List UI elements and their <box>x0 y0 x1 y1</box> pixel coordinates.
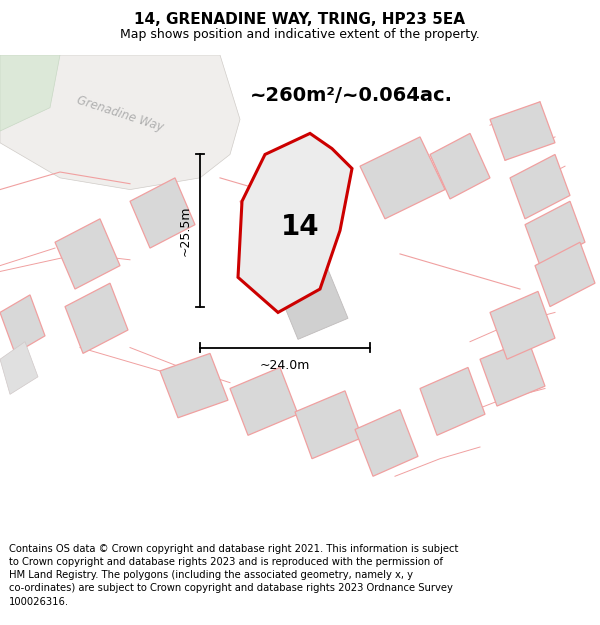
Polygon shape <box>0 295 45 353</box>
Polygon shape <box>275 262 348 339</box>
Polygon shape <box>355 409 418 476</box>
Polygon shape <box>0 55 240 189</box>
Polygon shape <box>295 391 362 459</box>
Text: ~24.0m: ~24.0m <box>260 359 310 372</box>
Text: Contains OS data © Crown copyright and database right 2021. This information is : Contains OS data © Crown copyright and d… <box>9 544 458 606</box>
Polygon shape <box>65 283 128 353</box>
Polygon shape <box>240 184 320 260</box>
Polygon shape <box>238 133 352 312</box>
Text: 14: 14 <box>281 213 319 241</box>
Text: Map shows position and indicative extent of the property.: Map shows position and indicative extent… <box>120 28 480 41</box>
Polygon shape <box>360 137 445 219</box>
Polygon shape <box>0 55 60 131</box>
Polygon shape <box>430 133 490 199</box>
Polygon shape <box>535 242 595 307</box>
Polygon shape <box>130 178 195 248</box>
Polygon shape <box>480 339 545 406</box>
Polygon shape <box>160 353 228 418</box>
Text: Grenadine Way: Grenadine Way <box>75 93 165 134</box>
Polygon shape <box>420 368 485 435</box>
Polygon shape <box>55 219 120 289</box>
Polygon shape <box>490 102 555 161</box>
Polygon shape <box>230 368 298 435</box>
Polygon shape <box>510 154 570 219</box>
Polygon shape <box>0 342 38 394</box>
Text: ~260m²/~0.064ac.: ~260m²/~0.064ac. <box>250 86 453 106</box>
Text: 14, GRENADINE WAY, TRING, HP23 5EA: 14, GRENADINE WAY, TRING, HP23 5EA <box>134 12 466 27</box>
Polygon shape <box>255 180 328 258</box>
Text: ~25.5m: ~25.5m <box>179 205 192 256</box>
Polygon shape <box>525 201 585 266</box>
Polygon shape <box>490 291 555 359</box>
